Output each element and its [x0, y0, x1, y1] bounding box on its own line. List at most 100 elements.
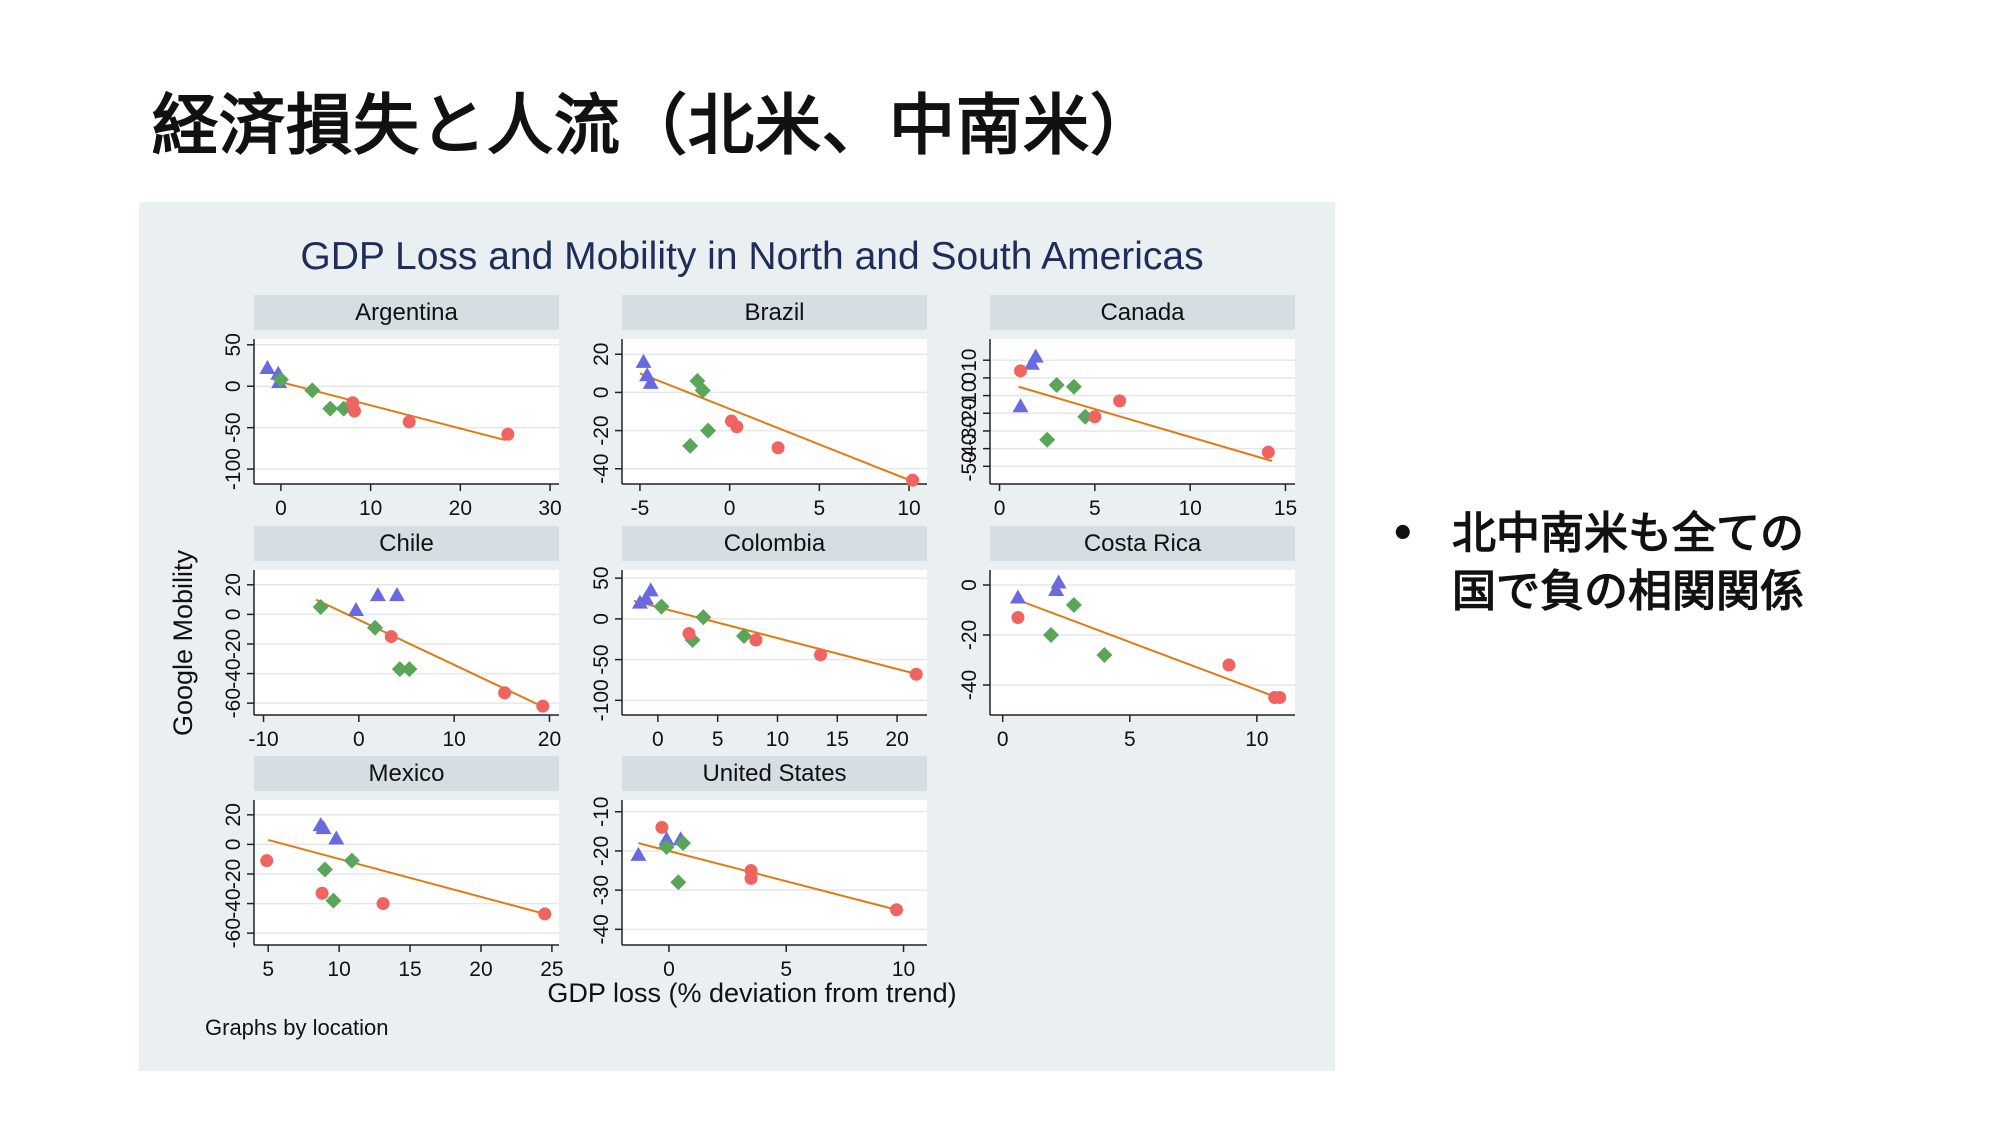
point-diamond: [1043, 627, 1059, 643]
fit-line: [1017, 599, 1278, 699]
panel-title: Canada: [1100, 299, 1185, 326]
plot-area: [254, 339, 559, 484]
y-tick-label: -100: [590, 679, 613, 721]
panel-chile: Chile -60-40-20 0 20 -10 0 10 20: [222, 526, 561, 751]
x-tick-label: 10: [442, 728, 465, 751]
panel-argentina: Argentina -100 -50 0 50 0 10 20 30: [222, 295, 562, 520]
point-diamond: [1065, 597, 1082, 613]
x-tick-label: 10: [359, 497, 382, 520]
point-circle: [347, 404, 361, 418]
y-tick-label: 0: [590, 387, 613, 399]
panel-strip: [254, 295, 559, 330]
fit-line: [638, 842, 897, 911]
y-tick-label: -40: [222, 658, 245, 688]
y-tick-label: -20: [222, 859, 245, 889]
x-tick-label: -5: [631, 497, 650, 520]
bullet-item: • 北中南米も全ての国で負の相関関係: [1390, 505, 1830, 621]
x-tick-label: 30: [538, 497, 561, 520]
y-tick-label: 0: [590, 613, 613, 625]
y-tick-label: 50: [590, 566, 613, 589]
fit-line: [1018, 385, 1273, 462]
x-tick-label: 0: [663, 958, 675, 981]
panel-mexico: Mexico -60-40-20 0 20 5 10 15 20 25: [222, 756, 564, 981]
point-circle: [501, 427, 515, 441]
y-tick-label: -50: [222, 412, 245, 442]
point-circle: [536, 699, 550, 713]
y-tick-label: -40: [958, 670, 981, 700]
point-circle: [315, 886, 329, 900]
y-tick-label: -10: [590, 797, 613, 827]
point-triangle: [328, 830, 345, 845]
panel-title: United States: [702, 760, 846, 787]
slide-title: 経済損失と人流（北米、中南米）: [152, 87, 1157, 164]
x-tick-label: 10: [327, 958, 350, 981]
point-diamond: [1077, 408, 1094, 425]
x-tick-label: 0: [652, 728, 664, 751]
y-tick-label: 20: [222, 573, 245, 596]
plot-area: [990, 339, 1295, 484]
y-tick-label: -20: [958, 398, 981, 428]
x-tick-label: 0: [275, 497, 287, 520]
x-tick-label: 10: [1178, 497, 1201, 520]
panel-strip: [254, 526, 559, 561]
point-diamond: [700, 422, 717, 439]
point-diamond: [272, 371, 289, 388]
y-tick-label: 0: [222, 609, 245, 621]
point-circle: [1261, 445, 1275, 459]
x-tick-label: 5: [1089, 497, 1101, 520]
plot-area: [990, 570, 1295, 715]
y-tick-label: -40: [222, 888, 245, 918]
point-diamond: [1039, 431, 1056, 448]
y-tick-label: -30: [590, 875, 613, 905]
x-tick-label: 20: [885, 728, 908, 751]
x-tick-label: 10: [766, 728, 789, 751]
point-circle: [682, 627, 696, 641]
fit-line: [633, 599, 918, 676]
plot-area: [254, 800, 559, 945]
point-circle: [1113, 394, 1127, 408]
y-tick-label: 0: [222, 380, 245, 392]
x-tick-label: 5: [814, 497, 826, 520]
x-tick-label: 20: [538, 728, 561, 751]
panel-strip: [622, 295, 927, 330]
point-triangle: [388, 587, 405, 602]
plot-area: [622, 570, 927, 715]
point-circle: [906, 473, 920, 487]
point-diamond: [312, 598, 329, 615]
point-triangle: [1009, 589, 1026, 604]
panel-title: Chile: [379, 530, 434, 557]
x-tick-label: 10: [897, 497, 920, 520]
fit-line: [639, 372, 915, 484]
x-tick-label: 5: [712, 728, 724, 751]
x-tick-label: 0: [997, 728, 1009, 751]
point-diamond: [391, 661, 408, 678]
y-tick-label: 0: [222, 839, 245, 851]
point-diamond: [343, 852, 360, 869]
point-circle: [655, 820, 669, 834]
x-tick-label: 20: [449, 497, 472, 520]
point-circle: [1014, 364, 1027, 378]
y-tick-label: -60: [222, 918, 245, 948]
point-circle: [538, 907, 552, 921]
panel-united-states: United States -40 -30 -20 -10 0 5 10: [590, 756, 927, 981]
x-tick-label: 5: [780, 958, 792, 981]
y-tick-label: -20: [222, 629, 245, 659]
point-triangle: [637, 590, 654, 605]
x-tick-label: 0: [724, 497, 736, 520]
point-circle: [771, 441, 785, 455]
x-tick-label: 0: [994, 497, 1006, 520]
panel-strip: [622, 756, 927, 791]
y-tick-label: -20: [590, 415, 613, 445]
point-diamond: [670, 874, 687, 891]
panel-title: Argentina: [355, 299, 458, 326]
point-diamond: [675, 835, 691, 852]
point-diamond: [304, 382, 321, 399]
point-circle: [384, 630, 398, 644]
y-tick-label: -40: [590, 454, 613, 484]
panel-title: Mexico: [368, 760, 444, 787]
y-tick-label: -20: [590, 836, 613, 866]
y-tick-label: -20: [958, 620, 981, 650]
y-tick-label: 20: [222, 803, 245, 826]
plot-area: [622, 800, 927, 945]
x-tick-label: 25: [540, 958, 563, 981]
